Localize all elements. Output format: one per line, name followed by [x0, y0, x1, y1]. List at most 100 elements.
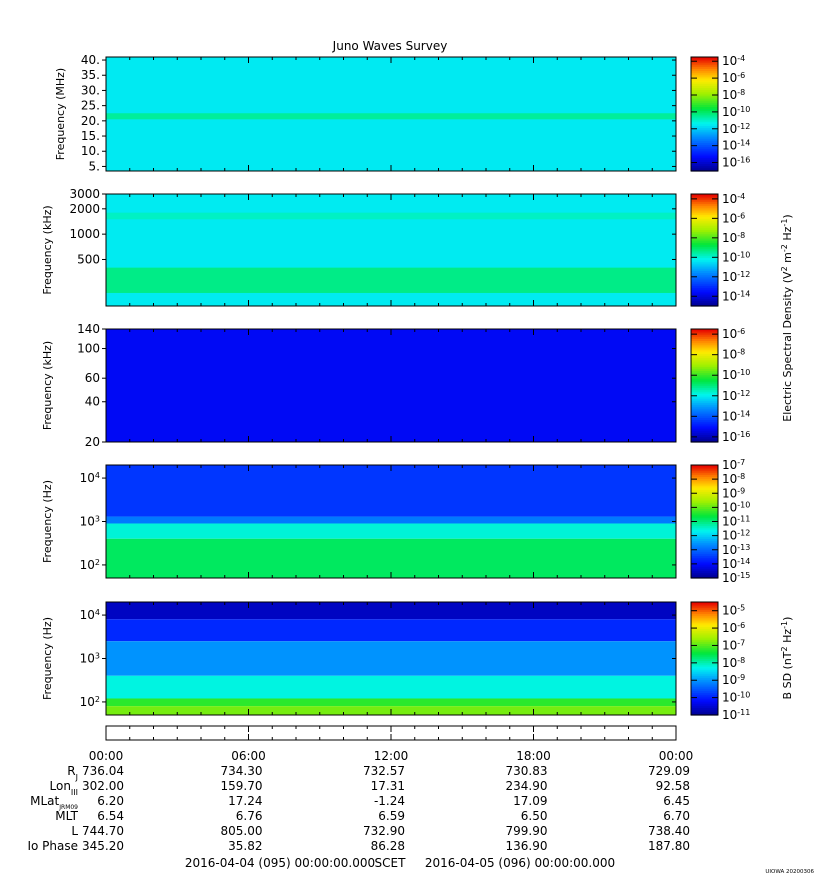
colorbar-segment — [691, 662, 718, 665]
colorbar-segment — [691, 673, 718, 677]
colorbar-segment — [691, 409, 718, 413]
colorbar-segment — [691, 649, 718, 652]
spectral-band-4 — [106, 675, 676, 699]
colorbar-segment — [691, 694, 718, 697]
colorbar-segment — [691, 660, 718, 663]
colorbar-segment — [691, 140, 718, 144]
colorbar-segment — [691, 613, 718, 616]
colorbar-segment — [691, 207, 718, 210]
colorbar-segment — [691, 474, 718, 477]
superscript: -5 — [737, 603, 745, 612]
colorbar-segment — [691, 411, 718, 415]
colorbar-segment — [691, 387, 718, 390]
colorbar-segment — [691, 504, 718, 508]
colorbar-segment — [691, 155, 718, 159]
colorbar-segment — [691, 686, 718, 690]
label-part: 10 — [722, 250, 737, 264]
colorbar-segment — [691, 123, 718, 126]
label-part: 10 — [722, 557, 737, 571]
colorbar-tick-label: 10-4 — [722, 191, 745, 206]
colorbar-segment — [691, 430, 718, 434]
colorbar-segment — [691, 602, 718, 605]
colorbar-segment — [691, 553, 718, 556]
y-tick-label: 1000 — [69, 227, 100, 241]
spectral-band-4 — [106, 538, 676, 578]
colorbar-segment — [691, 150, 718, 153]
colorbar-segment — [691, 205, 718, 208]
colorbar-segment — [691, 146, 718, 149]
colorbar-tick-label: 10-6 — [722, 621, 745, 636]
colorbar-segment — [691, 698, 718, 701]
colorbar-segment — [691, 79, 718, 83]
colorbar-segment — [691, 66, 718, 69]
colorbar-segment — [691, 566, 718, 570]
superscript: -2 — [780, 244, 789, 252]
colorbar-segment — [691, 376, 718, 379]
colorbar-segment — [691, 650, 718, 654]
label-part: 10 — [722, 515, 737, 529]
colorbar-segment — [691, 381, 718, 385]
colorbar-tick-label: 10-9 — [722, 673, 745, 688]
colorbar-segment — [691, 129, 718, 132]
label-part: 10 — [80, 695, 95, 709]
colorbar-segment — [691, 208, 718, 212]
colorbar-segment — [691, 253, 718, 257]
colorbar-segment — [691, 270, 718, 273]
colorbar-segment — [691, 652, 718, 656]
y-tick-label: 10. — [81, 144, 100, 158]
time-axis: 00:00 06:00 12:00 18:00 00:00 — [89, 725, 693, 763]
colorbar-segment — [691, 225, 718, 229]
colorbar-segment — [691, 157, 718, 161]
superscript: -8 — [737, 347, 745, 356]
colorbar-tick-label: 10-12 — [722, 269, 750, 284]
label-part: 10 — [722, 529, 737, 543]
colorbar-segment — [691, 624, 718, 628]
colorbar-tick-label: 10-16 — [722, 155, 750, 170]
colorbar-segment — [691, 102, 718, 106]
spectral-band-2 — [106, 619, 676, 642]
superscript: -10 — [737, 500, 750, 509]
colorbar-segment — [691, 199, 718, 203]
colorbar-segment — [691, 287, 718, 290]
colorbar-segment — [691, 74, 718, 77]
colorbar-segment — [691, 389, 718, 392]
label-part: 10 — [722, 708, 737, 722]
colorbar-segment — [691, 690, 718, 693]
colorbar-segment — [691, 508, 718, 511]
colorbar-segment — [691, 279, 718, 283]
ephemeris-value: 799.90 — [506, 824, 548, 838]
y-tick-label: 103 — [80, 651, 100, 666]
colorbar-segment — [691, 530, 718, 534]
colorbar-segment — [691, 425, 718, 428]
label-part: m — [781, 252, 794, 266]
ephemeris-row-label: RJ — [67, 764, 78, 782]
colorbar-segment — [691, 415, 718, 419]
colorbar-segment — [691, 119, 718, 123]
colorbar-segment — [691, 98, 718, 102]
superscript: -8 — [737, 655, 745, 664]
colorbar-segment — [691, 302, 718, 305]
label-part: 10 — [722, 621, 737, 635]
colorbar-segment — [691, 108, 718, 111]
colorbar-segment — [691, 72, 718, 75]
colorbar-segment — [691, 342, 718, 345]
colorbar-segment — [691, 233, 718, 236]
colorbar-segment — [691, 210, 718, 214]
superscript: -10 — [737, 104, 750, 113]
colorbar-segment — [691, 551, 718, 555]
label-part: 10 — [80, 652, 95, 666]
ephemeris-label-text: MLat — [30, 794, 59, 808]
colorbar-tick-label: 10-12 — [722, 388, 750, 403]
colorbar-segment — [691, 231, 718, 234]
colorbar-segment — [691, 248, 718, 251]
colorbar-segment — [691, 406, 718, 409]
colorbar-segment — [691, 114, 718, 117]
colorbar-segment — [691, 544, 718, 547]
colorbar-tick-label: 10-8 — [722, 230, 745, 245]
label-part: 10 — [80, 558, 95, 572]
ephemeris-value: 805.00 — [221, 824, 263, 838]
superscript: -4 — [737, 191, 745, 200]
ephemeris-label-subscript: J — [75, 773, 78, 782]
colorbar-segment — [691, 622, 718, 626]
colorbar-segment — [691, 696, 718, 699]
